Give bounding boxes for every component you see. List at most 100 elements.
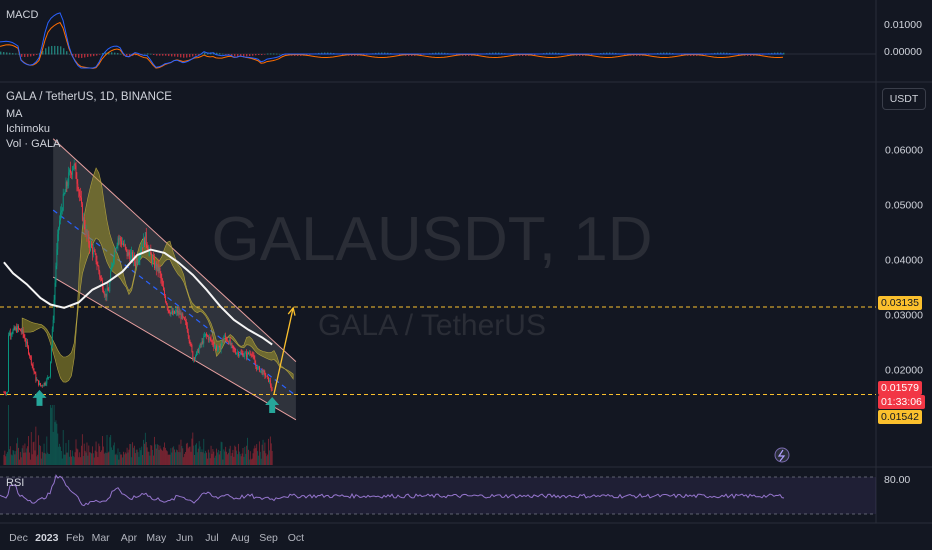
candle-body xyxy=(49,376,50,378)
volume-bar xyxy=(251,458,253,465)
macd-histogram-bar xyxy=(183,54,185,58)
candle-body xyxy=(200,343,202,345)
candle-body xyxy=(143,237,145,245)
candle-body xyxy=(100,276,102,279)
candle-body xyxy=(201,341,203,345)
volume-bar xyxy=(16,443,18,465)
currency-button[interactable]: USDT xyxy=(882,88,926,110)
macd-histogram-bar xyxy=(759,54,761,56)
volume-bar xyxy=(260,458,262,465)
price-tick-label: 0.03000 xyxy=(885,309,923,321)
candle-body xyxy=(28,346,29,354)
candle-body xyxy=(130,254,132,261)
volume-bar xyxy=(154,444,156,465)
volume-bar xyxy=(100,451,102,465)
indicator-ichimoku[interactable]: Ichimoku xyxy=(6,123,51,135)
candle-body xyxy=(177,310,179,313)
indicator-volume[interactable]: Vol · GALA xyxy=(6,138,61,150)
macd-histogram-bar xyxy=(237,54,239,57)
symbol-title[interactable]: GALA / TetherUS, 1D, BINANCE xyxy=(6,91,172,103)
candle-body xyxy=(193,357,195,361)
volume-bar xyxy=(150,445,152,465)
candle-body xyxy=(5,393,7,395)
candle-body xyxy=(63,194,65,195)
candle-body xyxy=(185,321,187,326)
volume-bar xyxy=(126,447,128,465)
volume-bar xyxy=(39,445,40,465)
candle-body xyxy=(164,295,166,302)
candle-body xyxy=(205,333,207,336)
volume-bar xyxy=(4,450,6,465)
candle-body xyxy=(210,337,212,341)
volume-bar xyxy=(182,448,184,465)
macd-histogram-bar xyxy=(273,53,275,55)
candle-body xyxy=(112,263,113,267)
candle-body xyxy=(29,356,31,357)
macd-histogram-bar xyxy=(261,54,263,56)
volume-bar xyxy=(169,454,171,465)
candle-body xyxy=(33,368,35,373)
candle-body xyxy=(122,243,123,245)
moving-average-line xyxy=(3,248,273,346)
candle-body xyxy=(44,383,46,385)
candle-body xyxy=(40,385,42,387)
macd-histogram-bar xyxy=(246,54,248,57)
volume-bar xyxy=(258,441,260,465)
candle-body xyxy=(151,254,153,263)
candle-body xyxy=(96,262,98,265)
macd-histogram-bar xyxy=(12,53,14,55)
candle-body xyxy=(32,364,34,369)
candle-body xyxy=(37,379,39,381)
macd-histogram-bar xyxy=(477,54,479,56)
volume-bar xyxy=(15,451,17,465)
volume-bar xyxy=(157,444,159,465)
volume-bar xyxy=(247,437,248,465)
volume-bar xyxy=(64,454,66,465)
candle-body xyxy=(65,182,67,192)
macd-histogram-bar xyxy=(225,54,227,55)
volume-bar xyxy=(62,430,64,465)
macd-histogram-bar xyxy=(174,54,176,57)
candle-body xyxy=(227,340,228,342)
rsi-line xyxy=(0,474,785,507)
candle-body xyxy=(93,250,95,252)
macd-histogram-bar xyxy=(513,54,515,56)
resistance-price-tag: 0.03135 xyxy=(878,296,922,310)
candle-body xyxy=(7,391,9,393)
candle-body xyxy=(84,226,86,233)
candle-body xyxy=(258,366,259,368)
macd-histogram-bar xyxy=(63,48,65,55)
macd-histogram-bar xyxy=(783,52,785,55)
candle-body xyxy=(45,383,47,385)
macd-histogram-bar xyxy=(60,46,62,55)
candle-body xyxy=(271,389,273,391)
candle-body xyxy=(69,169,71,173)
indicator-ma[interactable]: MA xyxy=(6,108,23,120)
macd-histogram-bar xyxy=(42,50,44,55)
volume-bar xyxy=(78,457,80,465)
volume-bar xyxy=(267,454,269,465)
volume-bar xyxy=(203,438,205,465)
volume-bar xyxy=(124,452,126,465)
macd-histogram-bar xyxy=(75,54,77,58)
volume-bar xyxy=(77,449,79,465)
volume-bar xyxy=(146,447,148,465)
candle-body xyxy=(92,250,94,255)
volume-bar xyxy=(42,453,44,465)
volume-bar xyxy=(210,445,212,465)
volume-bar xyxy=(178,444,180,465)
volume-bar xyxy=(154,436,155,465)
candle-body xyxy=(230,343,232,345)
candle-body xyxy=(238,354,240,356)
candle-body xyxy=(57,234,59,250)
candle-body xyxy=(10,334,12,336)
candle-body xyxy=(192,351,194,361)
candle-body xyxy=(222,340,224,341)
volume-bar xyxy=(226,451,228,465)
candle-body xyxy=(143,237,144,249)
candle-body xyxy=(253,355,255,359)
volume-bar xyxy=(51,405,53,465)
volume-bar xyxy=(97,457,99,465)
candle-body xyxy=(60,210,62,213)
